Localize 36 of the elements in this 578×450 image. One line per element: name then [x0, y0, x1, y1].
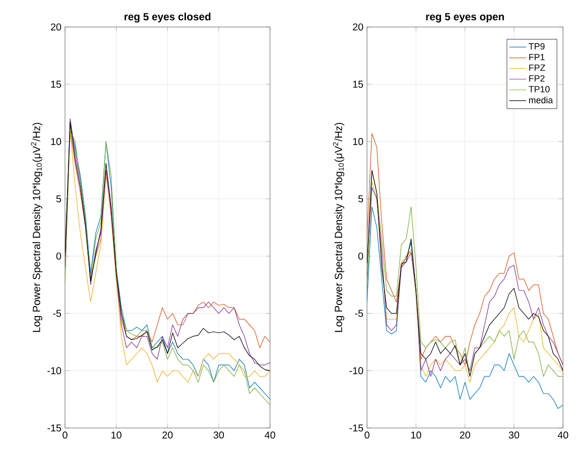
y-tick-label: -15: [350, 424, 364, 432]
legend-label: FP2: [529, 75, 545, 82]
chart-title: reg 5 eyes open: [426, 13, 504, 22]
y-tick-label: -10: [350, 367, 364, 374]
x-tick-label: 20: [460, 432, 470, 439]
y-tick-label: -5: [355, 310, 364, 317]
legend-label: TP9: [528, 43, 545, 50]
y-tick-label: 15: [353, 80, 364, 88]
y-tick-label: -5: [53, 310, 62, 317]
x-tick-label: 10: [411, 432, 422, 439]
x-tick-label: 0: [62, 432, 68, 439]
y-tick-label: 15: [51, 80, 62, 88]
x-tick-label: 30: [214, 432, 224, 439]
y-tick-label: 20: [352, 23, 364, 31]
y-tick-label: 10: [353, 138, 364, 146]
x-tick-label: 20: [162, 432, 173, 439]
legend-label: FPZ: [529, 64, 546, 71]
y-tick-label: 5: [358, 195, 364, 202]
legend-label: FP1: [529, 54, 545, 60]
y-tick-label: 0: [56, 252, 62, 260]
y-tick-label: 0: [358, 252, 364, 260]
y-tick-label: 20: [50, 23, 62, 31]
y-axis-title: Log Power Spectral Density 10*log$_{10}$(μV$^{2}$/Hz): [31, 122, 42, 332]
y-axis-title: Log Power Spectral Density 10*log$_{10}$(μV$^{2}$/Hz): [333, 122, 344, 332]
y-tick-label: 10: [51, 138, 62, 146]
x-tick-label: 40: [558, 432, 568, 439]
chart-title: reg 5 eyes closed: [124, 12, 210, 22]
legend-label: TP10: [528, 86, 550, 92]
y-tick-label: 5: [56, 195, 62, 202]
x-tick-label: 30: [508, 432, 520, 439]
y-tick-label: -15: [48, 424, 62, 432]
x-tick-label: 40: [264, 432, 276, 439]
x-tick-label: 0: [364, 432, 370, 439]
legend-label: media: [529, 96, 553, 104]
y-tick-label: -10: [48, 367, 62, 374]
x-tick-label: 10: [111, 432, 122, 439]
